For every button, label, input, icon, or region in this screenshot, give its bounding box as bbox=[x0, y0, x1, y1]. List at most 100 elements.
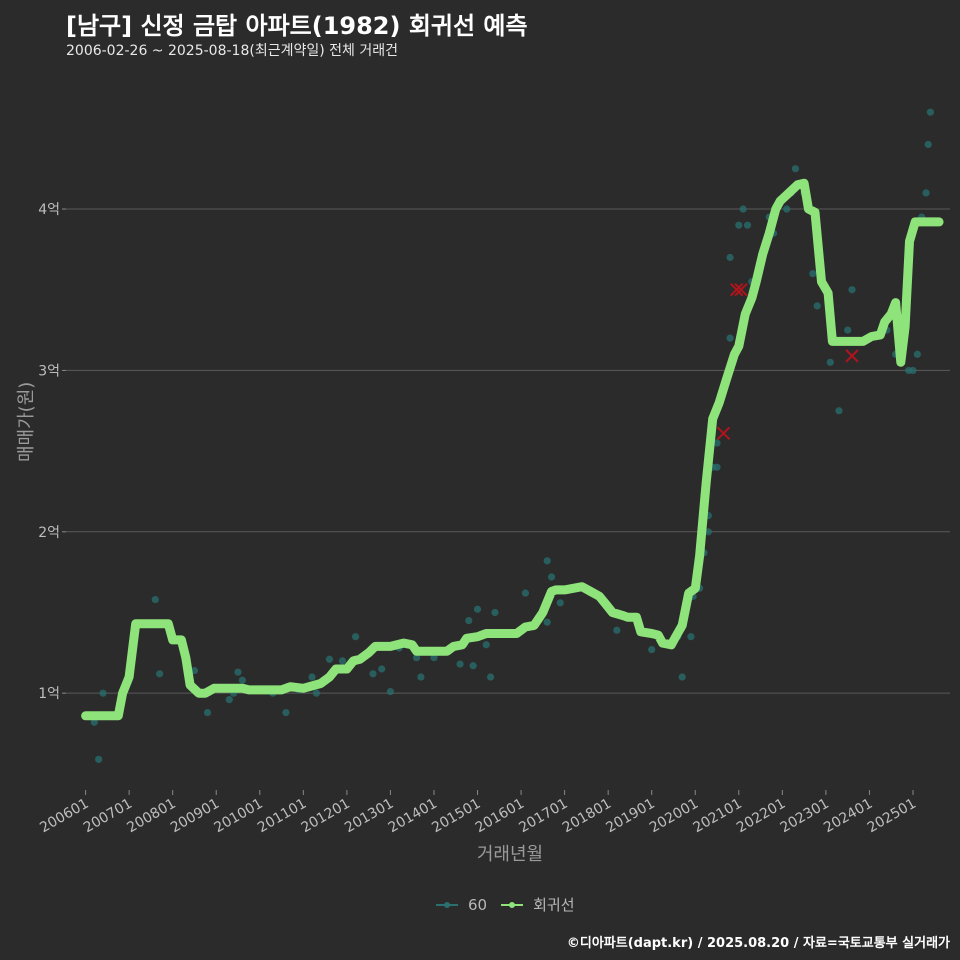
x-tick-label: 200801 bbox=[124, 796, 178, 837]
scatter-point bbox=[312, 689, 320, 697]
x-tick-label: 202101 bbox=[691, 796, 745, 837]
scatter-point bbox=[687, 633, 695, 641]
scatter-point bbox=[909, 366, 917, 375]
scatter-point bbox=[473, 605, 482, 613]
y-tick-label: 3억 bbox=[38, 363, 60, 379]
scatter-point bbox=[369, 670, 377, 678]
scatter-point bbox=[282, 708, 290, 717]
scatter-point bbox=[648, 646, 656, 654]
scatter-point bbox=[826, 358, 834, 366]
outlier-stroke bbox=[845, 349, 859, 363]
scatter-point bbox=[521, 589, 530, 597]
regression-layer bbox=[81, 178, 944, 721]
scatter-point bbox=[491, 608, 499, 617]
legend-label-line: 회귀선 bbox=[533, 896, 575, 914]
footer-credit: ©디아파트(dapt.kr) / 2025.08.20 / 자료=국토교통부 실… bbox=[566, 936, 950, 951]
scatter-point bbox=[469, 662, 477, 670]
page-subtitle: 2006-02-26 ~ 2025-08-18(최근계약일) 전체 거래건 bbox=[66, 43, 398, 59]
scatter-point bbox=[386, 687, 395, 696]
x-tick-label: 202301 bbox=[778, 796, 832, 837]
scatter-point bbox=[844, 326, 852, 334]
scatter-point bbox=[465, 616, 473, 625]
x-tick-label: 201201 bbox=[299, 796, 353, 837]
scatter-point bbox=[713, 463, 721, 471]
x-tick-label: 201001 bbox=[211, 796, 265, 837]
x-tick-label: 200601 bbox=[37, 796, 91, 837]
scatter-point bbox=[809, 269, 817, 278]
y-axis-label: 매매가(원) bbox=[16, 381, 37, 462]
scatter-point bbox=[743, 221, 752, 229]
scatter-point bbox=[338, 657, 347, 665]
outlier-layer bbox=[716, 283, 859, 441]
page-title: [남구] 신정 금탑 아파트(1982) 회귀선 예측 bbox=[66, 12, 528, 40]
scatter-point bbox=[813, 302, 821, 310]
scatter-point bbox=[926, 108, 935, 116]
axis-layer: 1억2억3억4억20060120070120080120090120100120… bbox=[37, 202, 919, 836]
outlier-marker bbox=[845, 349, 859, 363]
x-tick-label: 201701 bbox=[516, 796, 570, 837]
scatter-point bbox=[704, 528, 712, 536]
scatter-point bbox=[456, 660, 464, 668]
regression-line bbox=[81, 178, 944, 721]
outlier-marker bbox=[734, 283, 748, 297]
legend-item-scatter: 60 bbox=[436, 896, 487, 914]
scatter-point bbox=[913, 350, 921, 358]
x-tick-label: 201901 bbox=[603, 796, 657, 837]
scatter-point bbox=[95, 755, 103, 763]
scatter-point bbox=[922, 189, 930, 197]
scatter-point bbox=[225, 696, 233, 704]
scatter-point bbox=[190, 666, 199, 675]
scatter-point bbox=[791, 165, 800, 173]
x-tick-label: 200701 bbox=[81, 796, 135, 837]
scatter-point bbox=[156, 670, 164, 678]
scatter-point bbox=[848, 286, 856, 294]
scatter-point bbox=[556, 599, 564, 607]
outlier-marker bbox=[716, 426, 731, 441]
outlier-stroke bbox=[716, 426, 731, 441]
scatter-point bbox=[378, 665, 386, 673]
scatter-point bbox=[234, 668, 242, 676]
scatter-point bbox=[783, 205, 791, 213]
scatter-point bbox=[203, 708, 212, 717]
legend-item-line: 회귀선 bbox=[501, 894, 575, 915]
scatter-point bbox=[678, 673, 686, 681]
x-tick-label: 201601 bbox=[473, 796, 527, 837]
y-tick-label: 4억 bbox=[38, 202, 60, 218]
scatter-point bbox=[238, 676, 246, 684]
scatter-point bbox=[99, 689, 107, 697]
x-tick-label: 201501 bbox=[429, 796, 483, 837]
scatter-point bbox=[412, 654, 421, 662]
legend: 60 회귀선 bbox=[436, 894, 575, 915]
x-tick-label: 202001 bbox=[647, 796, 701, 837]
scatter-point bbox=[924, 140, 932, 149]
scatter-point bbox=[325, 655, 334, 663]
scatter-point bbox=[735, 221, 743, 229]
scatter-point bbox=[726, 334, 734, 342]
x-axis-label: 거래년월 bbox=[476, 844, 544, 865]
scatter-point bbox=[351, 633, 360, 641]
outlier-stroke bbox=[734, 283, 748, 297]
scatter-legend-icon bbox=[436, 901, 458, 908]
scatter-point bbox=[739, 205, 747, 213]
scatter-point bbox=[547, 573, 556, 581]
scatter-point bbox=[726, 253, 734, 262]
scatter-point bbox=[151, 595, 159, 604]
scatter-point bbox=[543, 557, 551, 565]
x-tick-label: 202201 bbox=[734, 796, 788, 837]
scatter-point bbox=[308, 673, 316, 681]
scatter-point bbox=[543, 618, 551, 626]
scatter-point bbox=[482, 641, 490, 649]
x-tick-label: 201401 bbox=[386, 796, 440, 837]
line-legend-icon bbox=[501, 901, 524, 908]
legend-label-scatter: 60 bbox=[468, 895, 488, 914]
x-tick-label: 202501 bbox=[865, 796, 919, 837]
scatter-point bbox=[90, 718, 98, 726]
scatter-point bbox=[486, 673, 495, 681]
x-tick-label: 201301 bbox=[342, 796, 396, 837]
outlier-stroke bbox=[729, 283, 744, 297]
x-tick-label: 201101 bbox=[255, 796, 309, 837]
outlier-marker bbox=[729, 283, 744, 297]
x-tick-label: 201801 bbox=[560, 796, 614, 837]
scatter-point bbox=[613, 626, 621, 634]
scatter-point bbox=[835, 407, 843, 415]
